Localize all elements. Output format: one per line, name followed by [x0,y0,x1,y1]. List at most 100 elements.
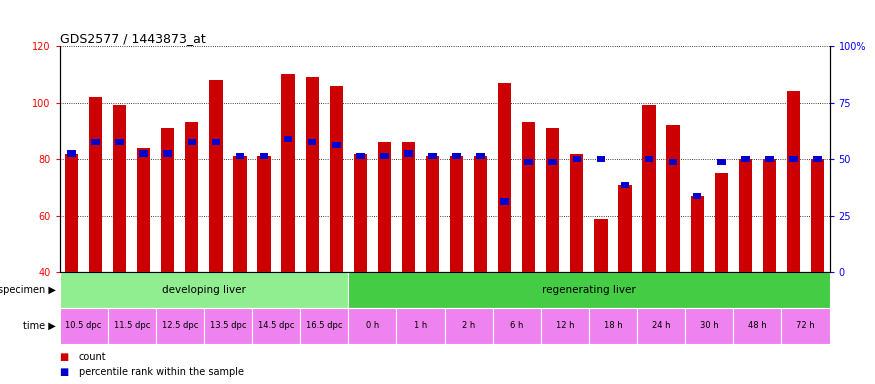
Bar [137,148,150,272]
Bar [348,272,830,308]
Bar [572,156,581,162]
Bar [67,151,76,157]
Bar [156,308,204,344]
Text: 12 h: 12 h [556,321,574,330]
Bar [733,308,781,344]
Bar [161,128,174,272]
Bar [91,139,100,145]
Bar [549,159,557,165]
Text: 10.5 dpc: 10.5 dpc [66,321,102,330]
Bar [717,159,725,165]
Bar [305,77,318,272]
Text: count: count [79,352,107,362]
Bar [589,308,637,344]
Bar [789,156,798,162]
Text: time ▶: time ▶ [23,321,56,331]
Bar [645,156,654,162]
Text: 18 h: 18 h [604,321,622,330]
Bar [396,308,444,344]
Text: 11.5 dpc: 11.5 dpc [114,321,150,330]
Bar [813,156,822,162]
Text: 12.5 dpc: 12.5 dpc [162,321,198,330]
Text: specimen ▶: specimen ▶ [0,285,56,295]
Bar [450,156,463,272]
Text: 0 h: 0 h [366,321,379,330]
Bar [452,153,461,159]
Text: 72 h: 72 h [796,321,815,330]
Bar [308,139,317,145]
Bar [204,308,252,344]
Bar [597,156,605,162]
Text: 48 h: 48 h [748,321,766,330]
Bar [428,153,437,159]
Text: ■: ■ [60,352,69,362]
Bar [186,122,199,272]
Text: 24 h: 24 h [652,321,670,330]
Text: percentile rank within the sample: percentile rank within the sample [79,367,244,377]
Bar [139,151,148,157]
Text: 1 h: 1 h [414,321,427,330]
Bar [404,151,413,157]
Bar [380,153,388,159]
Bar [89,97,102,272]
Bar [500,199,509,205]
Bar [715,173,728,272]
Text: 13.5 dpc: 13.5 dpc [210,321,246,330]
Text: regenerating liver: regenerating liver [542,285,636,295]
Bar [811,159,824,272]
Bar [300,308,348,344]
Bar [541,308,589,344]
Bar [619,185,632,272]
Bar [282,74,295,272]
Bar [741,156,750,162]
Bar [522,122,536,272]
Bar [234,156,247,272]
Bar [620,182,629,188]
Bar [108,308,156,344]
Text: 6 h: 6 h [510,321,523,330]
Bar [332,142,340,148]
Bar [116,139,124,145]
Bar [209,80,222,272]
Bar [378,142,391,272]
Bar [284,136,292,142]
Bar [594,218,607,272]
Bar [164,151,172,157]
Bar [252,308,300,344]
Bar [348,308,396,344]
Text: developing liver: developing liver [162,285,246,295]
Bar [787,91,800,272]
Text: 16.5 dpc: 16.5 dpc [306,321,342,330]
Bar [765,156,774,162]
Bar [330,86,343,272]
Bar [668,159,677,165]
Bar [637,308,685,344]
Bar [260,153,269,159]
Bar [113,106,126,272]
Bar [187,139,196,145]
Bar [257,156,270,272]
Bar [546,128,559,272]
Bar [493,308,541,344]
Bar [781,308,830,344]
Bar [65,154,78,272]
Bar [212,139,220,145]
Bar [570,154,584,272]
Text: 2 h: 2 h [462,321,475,330]
Bar [60,272,348,308]
Bar [642,106,655,272]
Bar [738,159,752,272]
Text: GDS2577 / 1443873_at: GDS2577 / 1443873_at [60,32,206,45]
Bar [444,308,493,344]
Text: 14.5 dpc: 14.5 dpc [258,321,294,330]
Text: ■: ■ [60,367,69,377]
Bar [235,153,244,159]
Bar [524,159,533,165]
Bar [426,156,439,272]
Bar [402,142,415,272]
Bar [763,159,776,272]
Bar [60,308,108,344]
Bar [690,196,704,272]
Bar [685,308,733,344]
Bar [693,193,702,199]
